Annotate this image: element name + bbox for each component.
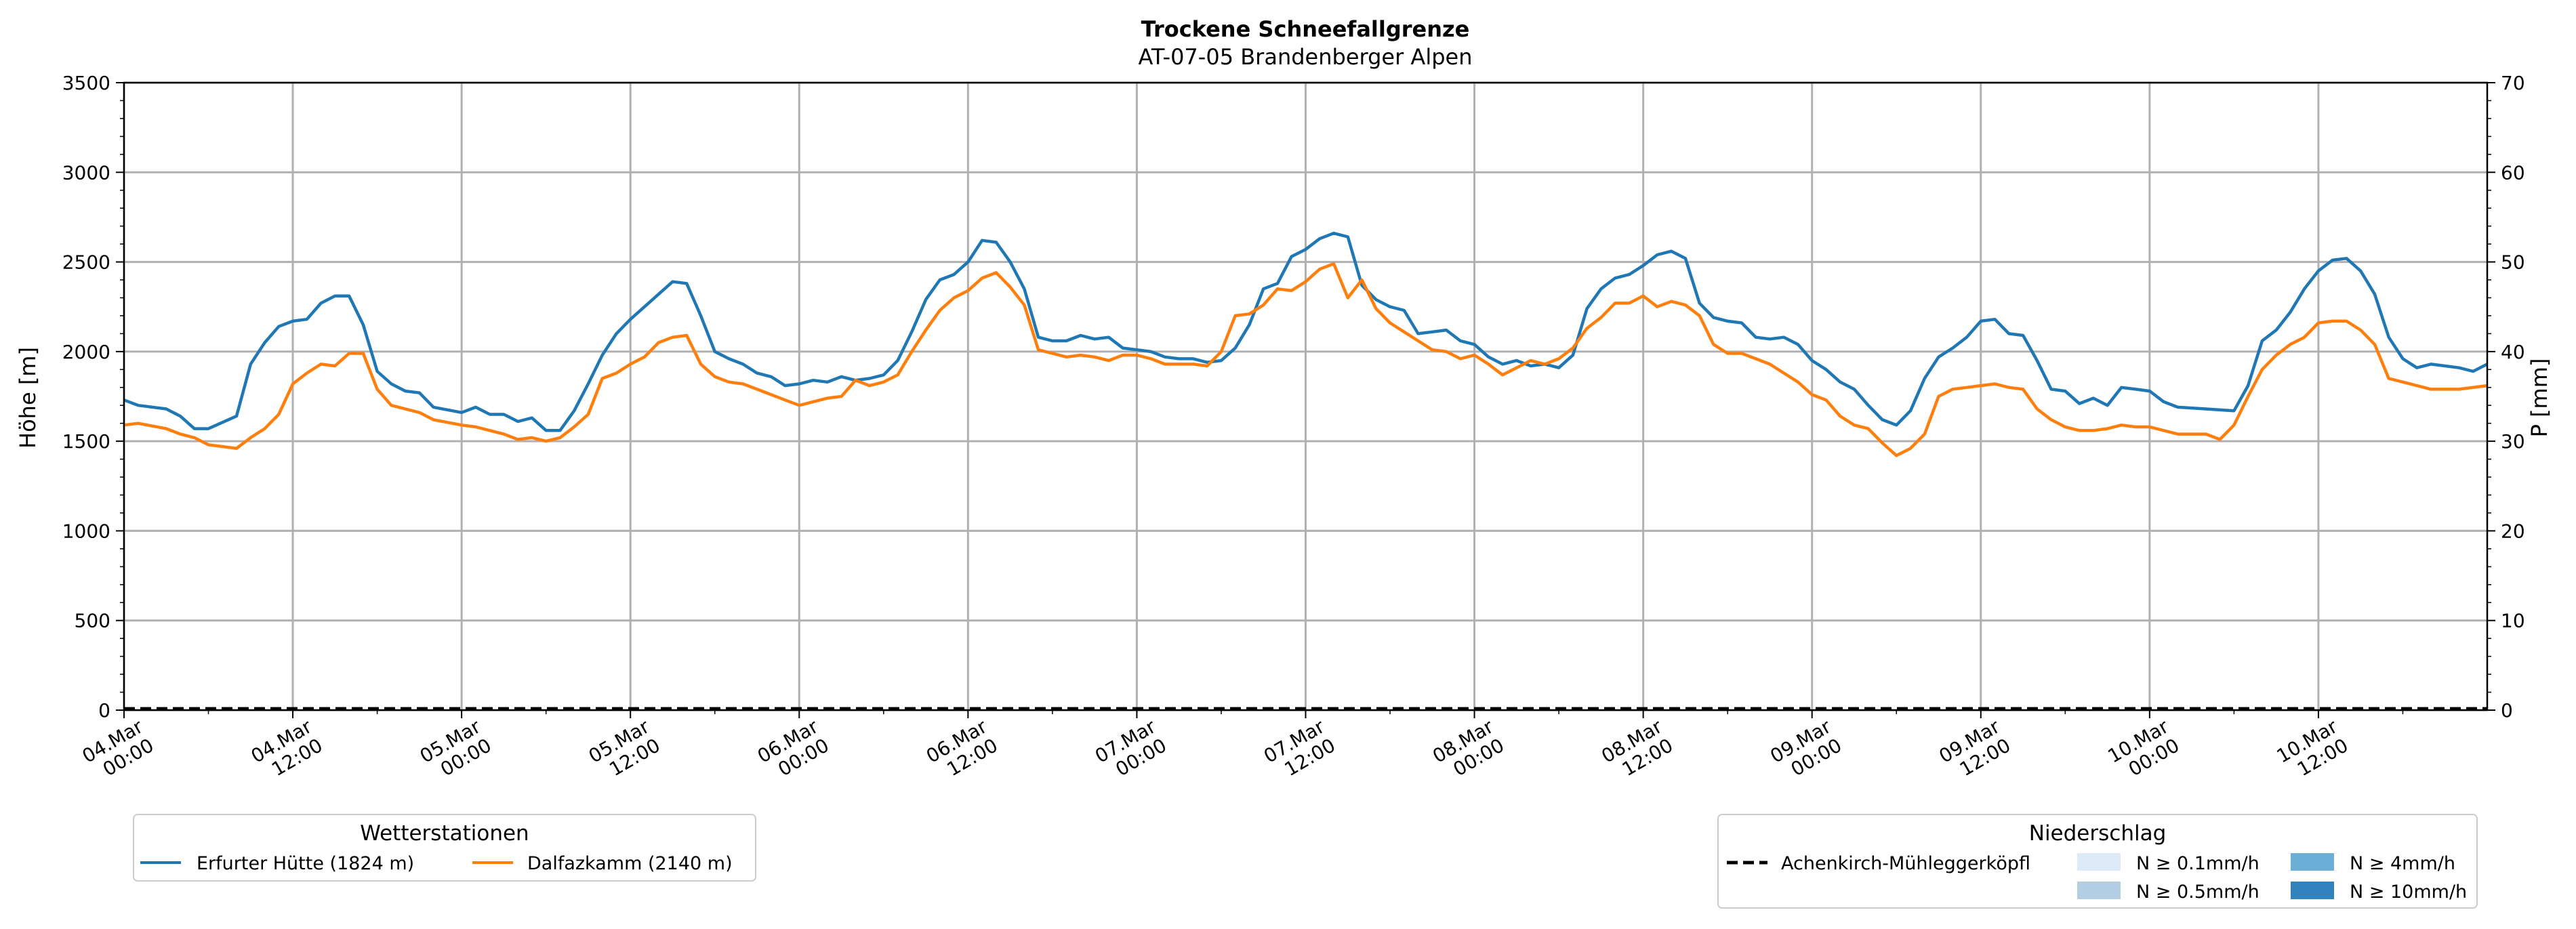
y-tick-label-left: 2500 bbox=[62, 251, 110, 274]
chart-subtitle: AT-07-05 Brandenberger Alpen bbox=[1139, 44, 1473, 70]
y-tick-label-left: 0 bbox=[98, 699, 110, 722]
series-line-1 bbox=[123, 262, 2488, 457]
legend-swatch-n01 bbox=[2077, 853, 2121, 871]
legend-stations-frame bbox=[133, 814, 756, 882]
legend-label-n01: N ≥ 0.1mm/h bbox=[2136, 853, 2260, 874]
legend-label-dalfazkamm: Dalfazkamm (2140 m) bbox=[527, 853, 733, 874]
legend-label-n4: N ≥ 4mm/h bbox=[2350, 853, 2455, 874]
y-tick-label-left: 2000 bbox=[62, 341, 110, 363]
legend-label-precip-station: Achenkirch-Mühleggerköpfl bbox=[1781, 853, 2030, 874]
y-tick-label-left: 3000 bbox=[62, 161, 110, 184]
y-tick-label-left: 500 bbox=[75, 610, 110, 632]
y-tick-label-right: 40 bbox=[2501, 341, 2525, 363]
legend-label-n05: N ≥ 0.5mm/h bbox=[2136, 882, 2260, 903]
legend-label-n10: N ≥ 10mm/h bbox=[2350, 882, 2467, 903]
y-tick-label-left: 1000 bbox=[62, 520, 110, 542]
legend-stations-title: Wetterstationen bbox=[360, 821, 529, 846]
y-axis-label-right: P [mm] bbox=[2527, 358, 2552, 438]
y-tick-label-right: 60 bbox=[2501, 161, 2525, 184]
y-tick-label-left: 3500 bbox=[62, 72, 110, 94]
y-tick-label-right: 70 bbox=[2501, 72, 2525, 94]
grid-lines bbox=[123, 81, 2487, 711]
y-tick-label-right: 10 bbox=[2501, 610, 2525, 632]
plot-frame bbox=[123, 81, 2489, 711]
y-tick-label-right: 50 bbox=[2501, 251, 2525, 274]
series-line-0 bbox=[123, 231, 2489, 432]
y-axis-label-left: Höhe [m] bbox=[15, 347, 41, 449]
series-layer bbox=[123, 231, 2489, 711]
legend-swatch-n05 bbox=[2077, 882, 2121, 899]
legend-swatch-n10 bbox=[2291, 882, 2334, 899]
legend-swatch-n4 bbox=[2291, 853, 2334, 871]
y-tick-label-right: 0 bbox=[2501, 699, 2513, 722]
legend-label-erfurter: Erfurter Hütte (1824 m) bbox=[197, 853, 414, 874]
chart-title: Trockene Schneefallgrenze bbox=[1141, 16, 1470, 42]
legend-precipitation-title: Niederschlag bbox=[2029, 821, 2167, 846]
y-tick-label-right: 20 bbox=[2501, 520, 2525, 542]
legend-stations: Wetterstationen Erfurter Hütte (1824 m) … bbox=[133, 814, 756, 882]
y-tick-label-left: 1500 bbox=[62, 430, 110, 453]
y-tick-label-right: 30 bbox=[2501, 430, 2525, 453]
legend-precipitation: Niederschlag Achenkirch-Mühleggerköpfl N… bbox=[1717, 814, 2478, 909]
